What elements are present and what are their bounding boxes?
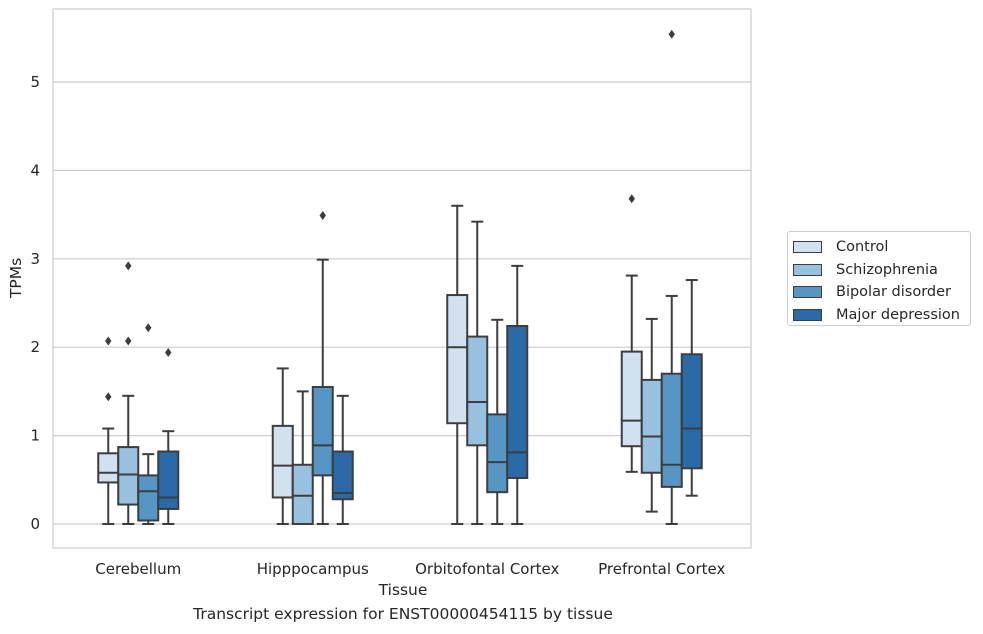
legend-label: Control bbox=[836, 239, 889, 256]
outlier-point bbox=[125, 261, 132, 271]
outlier-point bbox=[105, 336, 112, 346]
box-3-3 bbox=[680, 279, 703, 497]
plot-frame bbox=[52, 8, 752, 549]
legend: Control Schizophrenia Bipolar disorder Majo… bbox=[787, 231, 971, 326]
box-0-3 bbox=[157, 348, 180, 525]
box-body bbox=[271, 424, 294, 499]
box-body bbox=[466, 335, 489, 447]
box-body bbox=[157, 450, 180, 510]
gridlines bbox=[53, 81, 751, 525]
outlier-point bbox=[319, 210, 326, 220]
legend-label: Schizophrenia bbox=[836, 261, 938, 278]
box-3-2 bbox=[660, 29, 683, 525]
legend-label: Bipolar disorder bbox=[836, 284, 951, 301]
box-body bbox=[291, 463, 314, 526]
chart-caption: Transcript expression for ENST0000045411… bbox=[193, 605, 613, 623]
outlier-point bbox=[105, 392, 112, 402]
box-3-0 bbox=[620, 194, 643, 473]
outlier-point bbox=[165, 348, 172, 358]
outlier-point bbox=[628, 194, 635, 204]
box-body bbox=[311, 385, 334, 477]
y-tick-label: 4 bbox=[30, 161, 40, 179]
x-axis-ticks: Cerebellum Hipppocampus Orbitofontal Corte… bbox=[95, 560, 725, 578]
box-0-2 bbox=[137, 323, 160, 525]
box-body bbox=[97, 452, 120, 484]
legend-swatch bbox=[793, 241, 822, 254]
legend-item: Schizophrenia bbox=[793, 259, 970, 282]
legend-item: Bipolar disorder bbox=[793, 281, 970, 304]
box-body bbox=[137, 474, 160, 522]
y-tick-label: 3 bbox=[30, 250, 40, 268]
box-body bbox=[680, 353, 703, 470]
y-tick-label: 1 bbox=[30, 427, 40, 445]
box-0-1 bbox=[117, 261, 140, 525]
box-2-1 bbox=[466, 220, 489, 525]
box-series bbox=[97, 29, 703, 526]
legend-item: Control bbox=[793, 236, 970, 259]
y-axis-ticks: 0 1 2 3 4 5 bbox=[30, 73, 40, 533]
box-3-1 bbox=[640, 317, 663, 513]
y-tick-label: 0 bbox=[30, 515, 40, 533]
legend-swatch bbox=[793, 308, 822, 321]
box-2-3 bbox=[506, 264, 529, 525]
legend-swatch bbox=[793, 286, 822, 299]
box-2-2 bbox=[486, 318, 509, 525]
box-body bbox=[117, 446, 140, 506]
box-2-0 bbox=[446, 204, 469, 525]
legend-item: Major depression bbox=[793, 304, 970, 327]
y-axis-label: TPMs bbox=[7, 258, 25, 299]
x-axis-label: Tissue bbox=[378, 581, 428, 599]
box-body bbox=[506, 324, 529, 480]
legend-label: Major depression bbox=[836, 306, 960, 323]
box-body bbox=[660, 372, 683, 488]
box-body bbox=[640, 378, 663, 474]
box-0-0 bbox=[97, 336, 120, 525]
x-tick-label: Prefrontal Cortex bbox=[598, 560, 725, 578]
box-1-2 bbox=[311, 210, 334, 525]
outlier-point bbox=[125, 336, 132, 346]
y-tick-label: 5 bbox=[30, 73, 40, 91]
outlier-point bbox=[668, 29, 675, 39]
box-body bbox=[486, 413, 509, 494]
legend-swatch bbox=[793, 263, 822, 276]
box-body bbox=[620, 350, 643, 448]
box-1-3 bbox=[331, 394, 354, 525]
box-body bbox=[331, 450, 354, 501]
y-tick-label: 2 bbox=[30, 338, 40, 356]
box-body bbox=[446, 294, 469, 425]
box-1-0 bbox=[271, 367, 294, 525]
x-tick-label: Cerebellum bbox=[95, 560, 181, 578]
box-1-1 bbox=[291, 390, 314, 526]
outlier-point bbox=[145, 323, 152, 333]
x-tick-label: Hipppocampus bbox=[257, 560, 369, 578]
x-tick-label: Orbitofontal Cortex bbox=[415, 560, 559, 578]
